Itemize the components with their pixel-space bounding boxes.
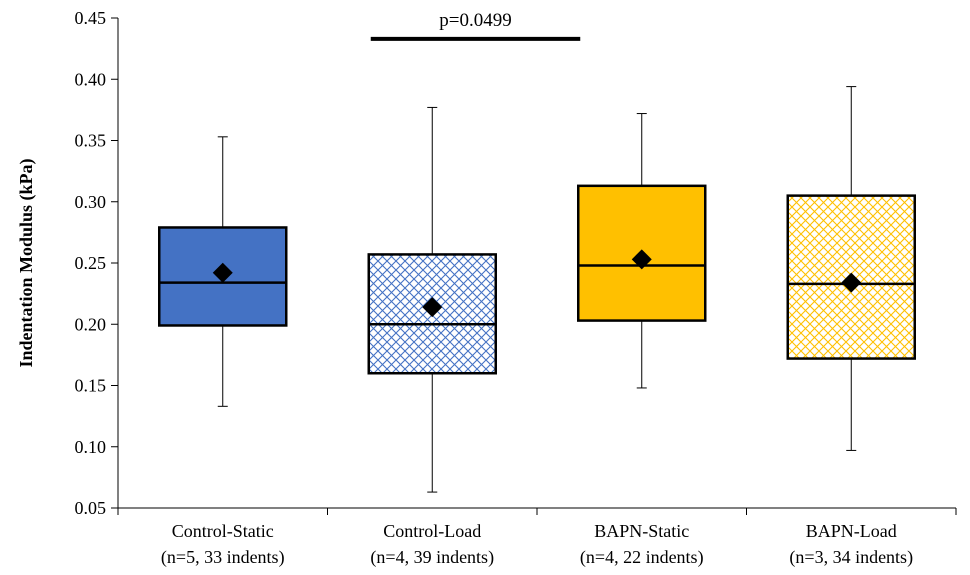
p-value-label: p=0.0499 xyxy=(439,10,511,31)
box-group xyxy=(786,86,916,451)
x-category-sublabel: (n=4, 39 indents) xyxy=(370,547,494,568)
y-tick-label: 0.25 xyxy=(75,253,107,273)
x-category-sublabel: (n=3, 34 indents) xyxy=(789,547,913,568)
y-tick-label: 0.45 xyxy=(75,8,107,28)
x-category-sublabel: (n=4, 22 indents) xyxy=(580,547,704,568)
x-category-label: Control-Load xyxy=(383,521,481,541)
box-group xyxy=(577,113,707,389)
x-category-sublabel: (n=5, 33 indents) xyxy=(161,547,285,568)
y-axis: 0.05 0.10 0.15 0.20 0.25 0.30 0.35 0.40 0.45 xyxy=(75,8,119,518)
y-tick-label: 0.40 xyxy=(75,69,107,89)
x-category-label: BAPN-Load xyxy=(806,521,897,541)
x-axis: Control-Static (n=5, 33 indents) Control-L… xyxy=(117,507,957,568)
mean-marker xyxy=(212,262,233,283)
y-axis-label: Indentation Modulus (kPa) xyxy=(16,158,37,367)
y-tick-label: 0.05 xyxy=(75,498,107,518)
x-category-label: Control-Static xyxy=(172,521,274,541)
x-category-label: BAPN-Static xyxy=(594,521,689,541)
y-tick-label: 0.15 xyxy=(75,376,107,396)
boxes xyxy=(158,86,916,493)
y-tick-label: 0.30 xyxy=(75,192,107,212)
mean-marker xyxy=(422,297,443,318)
box-group xyxy=(158,136,288,407)
annotations: p=0.0499 xyxy=(370,10,581,41)
y-tick-label: 0.10 xyxy=(75,437,107,457)
y-tick-label: 0.35 xyxy=(75,131,107,151)
box-group xyxy=(367,106,497,493)
y-tick-label: 0.20 xyxy=(75,314,107,334)
mean-marker xyxy=(631,249,652,270)
mean-marker xyxy=(841,272,862,293)
